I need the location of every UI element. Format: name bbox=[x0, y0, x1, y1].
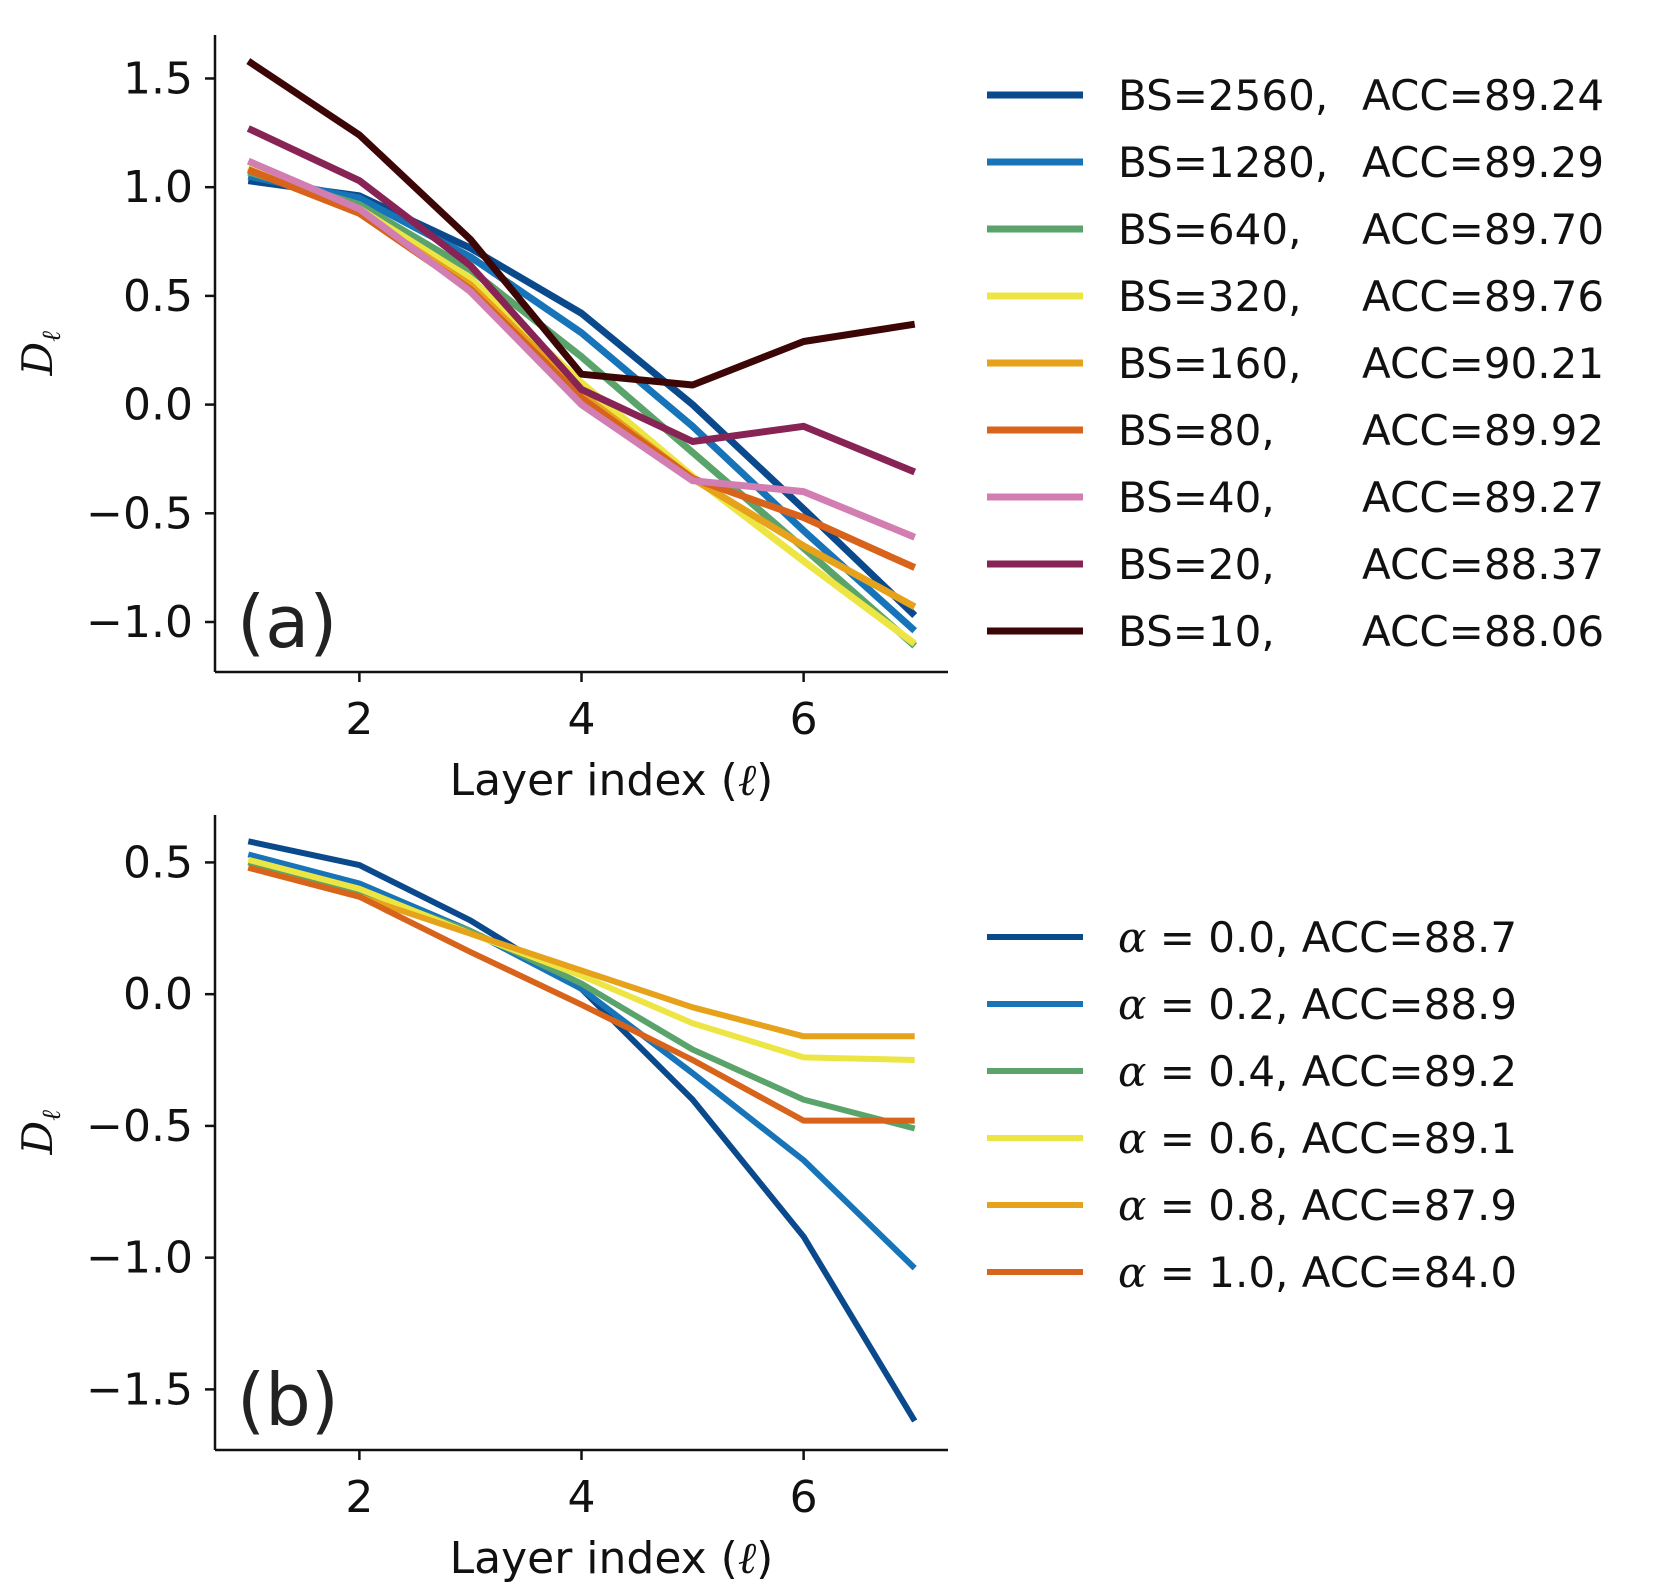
x-axis-label: Layer index (ℓ) bbox=[450, 755, 774, 806]
x-tick-label: 4 bbox=[568, 694, 596, 745]
legend-label-bs: BS=20, bbox=[1118, 540, 1275, 589]
series-line-9 bbox=[246, 58, 916, 389]
y-tick-label: −0.5 bbox=[86, 488, 193, 539]
y-tick-label: 0.5 bbox=[123, 271, 193, 322]
series-line-2 bbox=[247, 172, 918, 634]
legend-label-acc: ACC=88.06 bbox=[1362, 607, 1604, 656]
legend-label: α = 0.2, ACC=88.9 bbox=[1118, 980, 1517, 1029]
legend-alpha-symbol: α bbox=[1118, 1248, 1146, 1297]
series-line-4 bbox=[247, 856, 915, 1063]
legend-label-acc: ACC=89.92 bbox=[1362, 406, 1604, 455]
x-tick-label: 2 bbox=[345, 1472, 373, 1523]
legend-alpha-symbol: α bbox=[1118, 1114, 1146, 1163]
x-axis-label: Layer index (ℓ) bbox=[450, 1533, 774, 1583]
y-axis-label-subscript: ℓ bbox=[37, 331, 67, 342]
legend-label-bs: BS=2560, bbox=[1118, 71, 1328, 120]
legend-label-acc: ACC=89.70 bbox=[1362, 205, 1604, 254]
legend-label-bs: BS=640, bbox=[1118, 205, 1301, 254]
legend-label: α = 1.0, ACC=84.0 bbox=[1118, 1248, 1517, 1297]
panel-tag: (a) bbox=[237, 580, 337, 664]
y-axis-label: Dℓ bbox=[13, 331, 67, 377]
y-axis-label-subscript: ℓ bbox=[37, 1110, 67, 1121]
legend-label: α = 0.4, ACC=89.2 bbox=[1118, 1047, 1517, 1096]
legend-alpha-symbol: α bbox=[1118, 1047, 1146, 1096]
panel-tag: (b) bbox=[237, 1358, 339, 1442]
legend: BS=2560, ACC=89.24 BS=1280, ACC=89.29 BS=640… bbox=[987, 71, 1604, 656]
legend-label-acc: ACC=89.76 bbox=[1362, 272, 1604, 321]
y-tick-label: 0.0 bbox=[123, 969, 193, 1020]
x-axis-label-paren: ) bbox=[756, 1533, 773, 1583]
series-line-6 bbox=[247, 166, 917, 571]
x-axis-label-text: Layer index ( bbox=[450, 1533, 738, 1583]
x-axis-label-symbol: ℓ bbox=[738, 1533, 757, 1583]
legend: α = 0.0, ACC=88.7α = 0.2, ACC=88.9α = 0.… bbox=[987, 913, 1517, 1297]
legend-alpha-symbol: α bbox=[1118, 1181, 1146, 1230]
y-axis-label: Dℓ bbox=[13, 1110, 67, 1156]
legend-label-acc: ACC=90.21 bbox=[1362, 339, 1604, 388]
legend-label: α = 0.8, ACC=87.9 bbox=[1118, 1181, 1517, 1230]
legend-label-acc: ACC=89.29 bbox=[1362, 138, 1604, 187]
y-axis-label-main: D bbox=[13, 1121, 62, 1156]
legend-alpha-value: = 0.8, ACC=87.9 bbox=[1146, 1181, 1517, 1230]
y-tick-label: −1.0 bbox=[86, 1233, 193, 1284]
legend-label-bs: BS=320, bbox=[1118, 272, 1301, 321]
legend-label-bs: BS=80, bbox=[1118, 406, 1275, 455]
y-tick-label: −0.5 bbox=[86, 1101, 193, 1152]
y-tick-label: 0.0 bbox=[123, 380, 193, 431]
legend-label: α = 0.6, ACC=89.1 bbox=[1118, 1114, 1517, 1163]
x-tick-label: 2 bbox=[345, 694, 373, 745]
legend-label-bs: BS=160, bbox=[1118, 339, 1301, 388]
legend-alpha-symbol: α bbox=[1118, 913, 1146, 962]
legend-label-bs: BS=1280, bbox=[1118, 138, 1328, 187]
series-line-8 bbox=[246, 125, 917, 476]
legend-alpha-value: = 1.0, ACC=84.0 bbox=[1146, 1248, 1517, 1297]
x-tick-label: 6 bbox=[790, 1472, 818, 1523]
legend-label-bs: BS=40, bbox=[1118, 473, 1275, 522]
x-axis-label-text: Layer index ( bbox=[450, 755, 738, 806]
legend-alpha-value: = 0.6, ACC=89.1 bbox=[1146, 1114, 1517, 1163]
series-line-6 bbox=[247, 864, 915, 1124]
series-line-7 bbox=[246, 157, 917, 541]
x-axis-label-symbol: ℓ bbox=[738, 755, 757, 806]
y-tick-label: −1.0 bbox=[86, 597, 193, 648]
series-line-3 bbox=[247, 168, 918, 649]
x-tick-label: 4 bbox=[568, 1472, 596, 1523]
legend-alpha-value: = 0.4, ACC=89.2 bbox=[1146, 1047, 1517, 1096]
series-line-1 bbox=[247, 838, 918, 1423]
y-tick-label: 1.5 bbox=[123, 53, 193, 104]
y-axis-label-main: D bbox=[13, 342, 62, 377]
legend-alpha-value: = 0.0, ACC=88.7 bbox=[1146, 913, 1517, 962]
y-tick-label: −1.5 bbox=[86, 1364, 193, 1415]
legend-alpha-symbol: α bbox=[1118, 980, 1146, 1029]
y-tick-label: 0.5 bbox=[123, 837, 193, 888]
series-line-2 bbox=[247, 851, 917, 1271]
legend-label-bs: BS=10, bbox=[1118, 607, 1275, 656]
legend-label: α = 0.0, ACC=88.7 bbox=[1118, 913, 1517, 962]
x-axis-label-paren: ) bbox=[756, 755, 773, 806]
series-line-3 bbox=[247, 859, 916, 1132]
legend-label-acc: ACC=89.24 bbox=[1362, 71, 1604, 120]
y-tick-label: 1.0 bbox=[123, 162, 193, 213]
legend-alpha-value: = 0.2, ACC=88.9 bbox=[1146, 980, 1517, 1029]
legend-label-acc: ACC=89.27 bbox=[1362, 473, 1604, 522]
legend-label-acc: ACC=88.37 bbox=[1362, 540, 1604, 589]
x-tick-label: 6 bbox=[790, 694, 818, 745]
